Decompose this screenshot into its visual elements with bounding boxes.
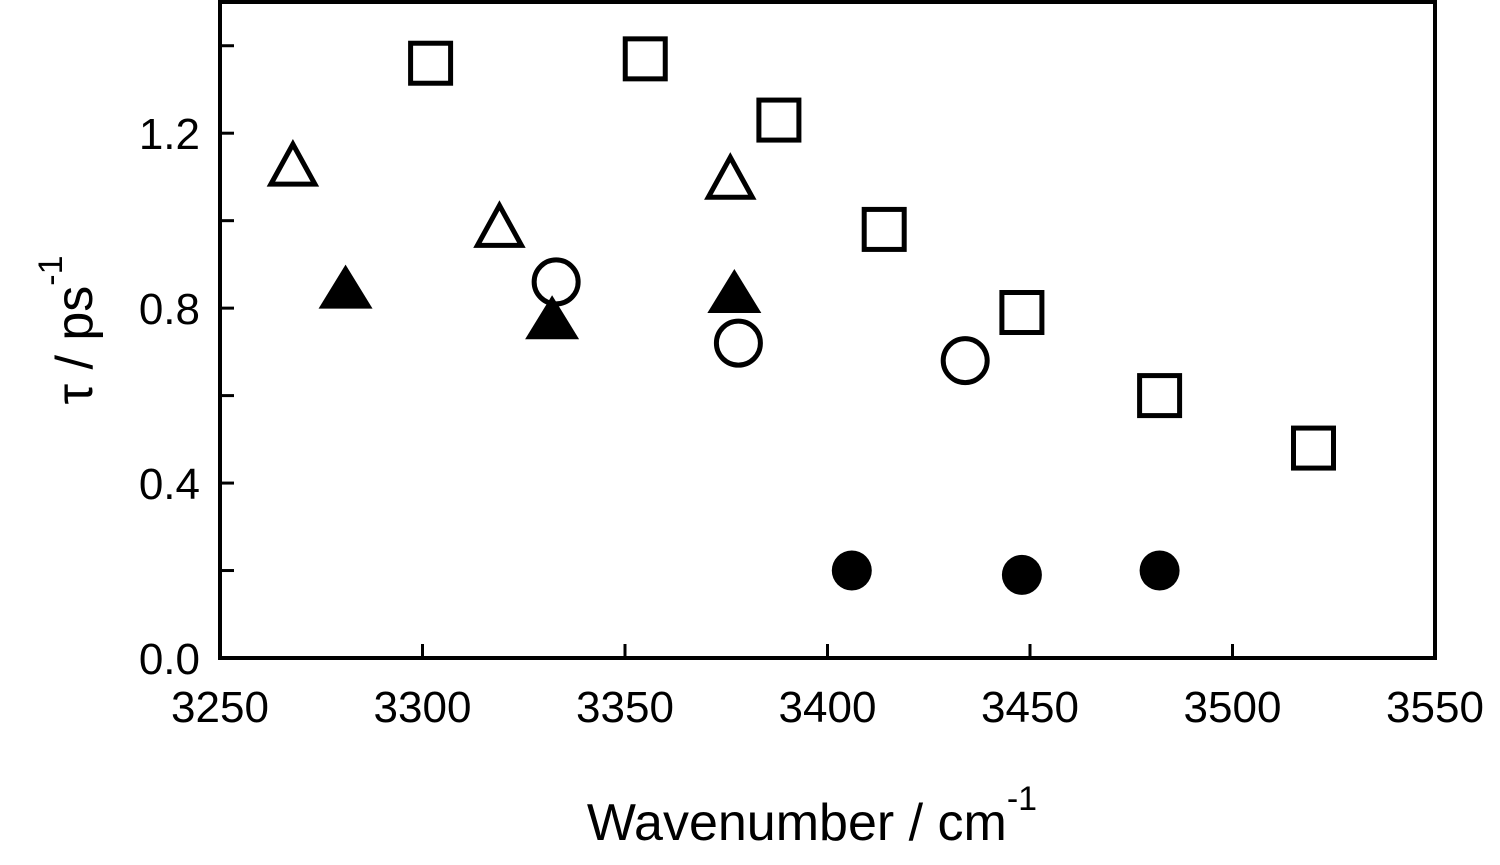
data-point-open-triangle — [473, 200, 526, 248]
data-point-filled-circle — [1001, 554, 1042, 595]
x-axis-label: Wavenumber / cm-1 — [587, 780, 1037, 852]
data-point-filled-triangle — [707, 269, 762, 314]
data-point-open-triangle — [266, 138, 320, 187]
y-tick-label: 0.4 — [139, 460, 200, 509]
y-axis-label: τ / ps-1 — [32, 255, 104, 404]
data-point-open-circle — [713, 318, 763, 368]
x-tick-label: 3300 — [374, 683, 472, 732]
data-point-filled-triangle — [525, 295, 580, 340]
x-axis-label-superscript: -1 — [1007, 780, 1037, 818]
plot-frame — [218, 0, 1437, 660]
data-point-open-circle — [531, 257, 581, 307]
data-point-open-square — [861, 206, 907, 252]
data-point-open-square — [1291, 425, 1336, 471]
y-axis-label-superscript: -1 — [32, 255, 70, 285]
x-tick-label: 3350 — [576, 683, 674, 732]
y-tick-label: 0.8 — [139, 285, 200, 334]
x-tick-label: 3450 — [981, 683, 1079, 732]
data-point-open-triangle — [704, 152, 757, 200]
x-axis-label-text: Wavenumber / cm — [587, 794, 1007, 852]
x-tick-label: 3500 — [1184, 683, 1282, 732]
data-point-open-square — [756, 97, 802, 143]
data-point-filled-triangle — [318, 264, 373, 309]
data-point-open-square — [999, 290, 1045, 336]
y-axis-label-text: τ / ps — [46, 286, 104, 405]
y-tick-label: 0.0 — [139, 635, 200, 684]
data-point-open-square — [622, 36, 668, 82]
x-tick-label: 3550 — [1386, 683, 1484, 732]
axis-ticks — [218, 44, 1437, 660]
data-point-filled-circle — [1139, 550, 1180, 591]
data-point-open-square — [408, 40, 454, 86]
data-point-filled-circle — [831, 550, 872, 591]
x-tick-label: 3250 — [171, 683, 269, 732]
y-tick-label: 1.2 — [139, 110, 200, 159]
data-point-open-square — [1137, 373, 1183, 419]
data-points — [266, 36, 1336, 595]
data-point-open-circle — [940, 336, 990, 386]
axis-tick-labels: 3250 3300 3350 3400 3450 3500 3550 0.0 0.4 0.8 1.2 — [139, 110, 1484, 732]
x-tick-label: 3400 — [779, 683, 877, 732]
